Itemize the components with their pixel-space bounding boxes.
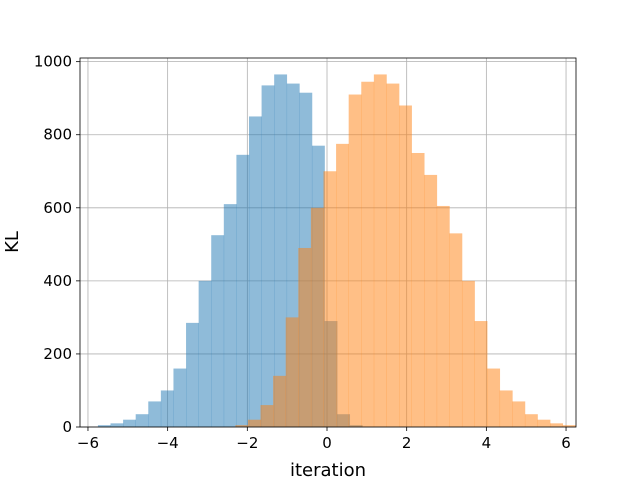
y-tick-label: 800 xyxy=(43,126,72,144)
histogram-bar-series-1 xyxy=(261,85,275,427)
y-tick-label: 0 xyxy=(62,418,72,436)
histogram-bar-series-2 xyxy=(373,74,387,427)
histogram-bar-series-2 xyxy=(348,94,362,427)
y-tick-label: 200 xyxy=(43,345,72,363)
histogram-bar-series-2 xyxy=(273,375,287,427)
histogram-bar-series-2 xyxy=(512,401,526,427)
histogram-bar-series-1 xyxy=(186,322,199,427)
histogram-bar-series-2 xyxy=(550,423,563,427)
histogram-bar-series-1 xyxy=(160,390,174,427)
histogram-bar-series-1 xyxy=(248,116,262,427)
histogram-bar-series-1 xyxy=(198,280,212,427)
histogram-bar-series-2 xyxy=(562,425,576,427)
histogram-bar-series-1 xyxy=(97,425,111,427)
histogram-bar-series-2 xyxy=(285,317,299,427)
y-tick-label: 600 xyxy=(43,199,72,217)
x-tick-label: 4 xyxy=(482,434,492,452)
plot-frame xyxy=(79,57,577,428)
x-tick-label: 6 xyxy=(561,434,571,452)
histogram-bar-series-2 xyxy=(449,233,463,427)
histogram-bar-series-2 xyxy=(260,405,274,427)
histogram-bar-series-1 xyxy=(211,235,225,427)
y-axis-label: KL xyxy=(2,231,23,253)
histogram-bar-series-2 xyxy=(386,83,400,428)
histogram-bar-series-2 xyxy=(399,105,412,427)
histogram-bar-series-2 xyxy=(474,321,488,427)
histogram-bar-series-2 xyxy=(436,205,450,427)
histogram-bars xyxy=(97,74,576,428)
histogram-bar-series-2 xyxy=(298,247,312,427)
histogram-bar-series-2 xyxy=(461,280,475,427)
histogram-bar-series-1 xyxy=(148,401,162,427)
histogram-bar-series-1 xyxy=(135,414,149,427)
histogram-bar-series-2 xyxy=(487,368,501,427)
x-tick-label: 2 xyxy=(402,434,412,452)
x-tick-label: 0 xyxy=(322,434,332,452)
histogram-bar-series-2 xyxy=(537,419,551,427)
histogram-bar-series-2 xyxy=(424,174,438,427)
x-tick-label: −6 xyxy=(77,434,99,452)
histogram-bar-series-2 xyxy=(310,207,324,427)
y-tick-label: 400 xyxy=(43,272,72,290)
histogram-bar-series-2 xyxy=(247,419,261,427)
x-tick-label: −2 xyxy=(236,434,258,452)
histogram-bar-series-1 xyxy=(123,419,136,427)
histogram-bar-series-1 xyxy=(110,423,124,427)
histogram-bar-series-2 xyxy=(323,171,337,427)
histogram-bar-series-1 xyxy=(236,154,250,427)
histogram-bar-series-1 xyxy=(223,204,237,427)
axis-ticks: −6 −4 −2 0 2 4 6 0 200 400 600 800 1000 xyxy=(34,53,571,452)
histogram-bar-series-2 xyxy=(411,152,425,427)
histogram-bar-series-2 xyxy=(235,425,249,427)
histogram-bar-series-2 xyxy=(336,143,349,427)
y-tick-label: 1000 xyxy=(34,53,72,71)
x-axis-label: iteration xyxy=(290,460,366,480)
histogram-bar-series-1 xyxy=(274,74,288,427)
histogram-bar-series-2 xyxy=(524,414,538,427)
x-tick-label: −4 xyxy=(157,434,179,452)
histogram-bar-series-1 xyxy=(173,368,187,427)
histogram-bar-series-2 xyxy=(361,81,375,427)
histogram-bar-series-2 xyxy=(499,390,513,427)
